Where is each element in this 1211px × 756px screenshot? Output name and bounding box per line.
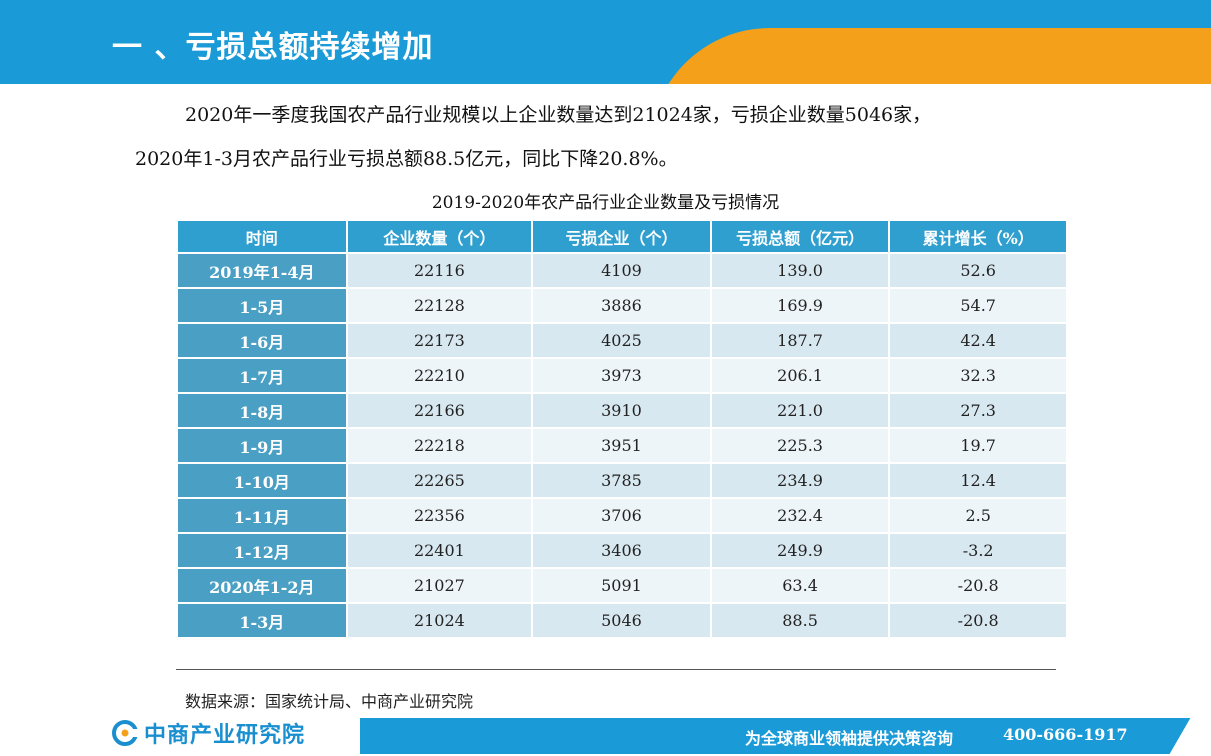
- table-row: 1-7月 22210 3973 206.1 32.3: [176, 357, 1068, 394]
- cell-time: 1-7月: [176, 357, 348, 394]
- cell-loss-enterprises: 5091: [531, 567, 712, 604]
- cell-total-loss: 63.4: [709, 567, 891, 604]
- table-row: 1-5月 22128 3886 169.9 54.7: [176, 287, 1068, 324]
- cell-total-loss: 249.9: [709, 532, 891, 569]
- table-row: 1-11月 22356 3706 232.4 2.5: [176, 497, 1068, 534]
- cell-enterprise-count: 22210: [345, 357, 534, 394]
- cell-enterprise-count: 22356: [345, 497, 534, 534]
- table-header-row: 时间 企业数量（个） 亏损企业（个） 亏损总额（亿元） 累计增长（%）: [176, 219, 1068, 254]
- header-cumulative-growth: 累计增长（%）: [888, 219, 1068, 254]
- cell-total-loss: 225.3: [709, 427, 891, 464]
- header-enterprise-count: 企业数量（个）: [345, 219, 534, 254]
- header-loss-enterprises: 亏损企业（个）: [531, 219, 712, 254]
- table-title: 2019-2020年农产品行业企业数量及亏损情况: [431, 193, 780, 213]
- cell-cumulative-growth: 52.6: [888, 252, 1068, 289]
- cell-total-loss: 206.1: [709, 357, 891, 394]
- page-title: 一 、亏损总额持续增加: [112, 30, 434, 65]
- cell-total-loss: 169.9: [709, 287, 891, 324]
- cell-loss-enterprises: 3973: [531, 357, 712, 394]
- cell-time: 2020年1-2月: [176, 567, 348, 604]
- header-total-loss: 亏损总额（亿元）: [709, 219, 891, 254]
- cell-enterprise-count: 21027: [345, 567, 534, 604]
- data-source: 数据来源：国家统计局、中商产业研究院: [185, 692, 474, 711]
- footer-phone: 400-666-1917: [1003, 725, 1128, 744]
- table-row: 1-10月 22265 3785 234.9 12.4: [176, 462, 1068, 499]
- table-row: 1-3月 21024 5046 88.5 -20.8: [176, 602, 1068, 639]
- cell-time: 1-6月: [176, 322, 348, 359]
- table-row: 2019年1-4月 22116 4109 139.0 52.6: [176, 252, 1068, 289]
- table-row: 1-12月 22401 3406 249.9 -3.2: [176, 532, 1068, 569]
- paragraph-line-1: 2020年一季度我国农产品行业规模以上企业数量达到21024家，亏损企业数量50…: [185, 104, 932, 126]
- cell-loss-enterprises: 4109: [531, 252, 712, 289]
- cell-loss-enterprises: 4025: [531, 322, 712, 359]
- cell-loss-enterprises: 3406: [531, 532, 712, 569]
- cell-cumulative-growth: 32.3: [888, 357, 1068, 394]
- cell-enterprise-count: 22166: [345, 392, 534, 429]
- cell-total-loss: 221.0: [709, 392, 891, 429]
- cell-time: 1-11月: [176, 497, 348, 534]
- cell-loss-enterprises: 3886: [531, 287, 712, 324]
- cell-time: 1-9月: [176, 427, 348, 464]
- cell-enterprise-count: 22401: [345, 532, 534, 569]
- cell-total-loss: 88.5: [709, 602, 891, 639]
- cell-cumulative-growth: 42.4: [888, 322, 1068, 359]
- table-row: 2020年1-2月 21027 5091 63.4 -20.8: [176, 567, 1068, 604]
- table-bottom-rule: [176, 669, 1056, 670]
- cell-time: 1-3月: [176, 602, 348, 639]
- cell-enterprise-count: 22128: [345, 287, 534, 324]
- page-header: 一 、亏损总额持续增加: [0, 0, 1211, 84]
- table-row: 1-8月 22166 3910 221.0 27.3: [176, 392, 1068, 429]
- cell-cumulative-growth: -20.8: [888, 567, 1068, 604]
- cell-total-loss: 234.9: [709, 462, 891, 499]
- cell-time: 1-10月: [176, 462, 348, 499]
- cell-cumulative-growth: 12.4: [888, 462, 1068, 499]
- cell-cumulative-growth: 54.7: [888, 287, 1068, 324]
- table-row: 1-9月 22218 3951 225.3 19.7: [176, 427, 1068, 464]
- header-time: 时间: [176, 219, 348, 254]
- cell-enterprise-count: 22173: [345, 322, 534, 359]
- cell-enterprise-count: 22218: [345, 427, 534, 464]
- cell-cumulative-growth: 19.7: [888, 427, 1068, 464]
- cell-loss-enterprises: 5046: [531, 602, 712, 639]
- logo-text: 中商产业研究院: [144, 723, 306, 748]
- table-row: 1-6月 22173 4025 187.7 42.4: [176, 322, 1068, 359]
- cell-cumulative-growth: 2.5: [888, 497, 1068, 534]
- cell-loss-enterprises: 3706: [531, 497, 712, 534]
- cell-total-loss: 139.0: [709, 252, 891, 289]
- cell-total-loss: 232.4: [709, 497, 891, 534]
- cell-enterprise-count: 22265: [345, 462, 534, 499]
- cell-loss-enterprises: 3785: [531, 462, 712, 499]
- logo-icon: [112, 720, 138, 746]
- paragraph-line-2: 2020年1-3月农产品行业亏损总额88.5亿元，同比下降20.8%。: [135, 148, 678, 170]
- cell-loss-enterprises: 3951: [531, 427, 712, 464]
- page-footer: 为全球商业领袖提供决策咨询 400-666-1917: [0, 716, 1211, 756]
- footer-slogan: 为全球商业领袖提供决策咨询: [745, 729, 954, 748]
- data-table: 时间 企业数量（个） 亏损企业（个） 亏损总额（亿元） 累计增长（%） 2019…: [176, 219, 1068, 639]
- cell-total-loss: 187.7: [709, 322, 891, 359]
- cell-loss-enterprises: 3910: [531, 392, 712, 429]
- cell-cumulative-growth: 27.3: [888, 392, 1068, 429]
- cell-cumulative-growth: -3.2: [888, 532, 1068, 569]
- footer-logo-area: [0, 716, 360, 756]
- cell-time: 2019年1-4月: [176, 252, 348, 289]
- cell-cumulative-growth: -20.8: [888, 602, 1068, 639]
- cell-time: 1-5月: [176, 287, 348, 324]
- cell-enterprise-count: 21024: [345, 602, 534, 639]
- cell-time: 1-8月: [176, 392, 348, 429]
- header-orange-accent: [650, 28, 1211, 84]
- cell-time: 1-12月: [176, 532, 348, 569]
- company-logo: 中商产业研究院: [112, 718, 305, 748]
- cell-enterprise-count: 22116: [345, 252, 534, 289]
